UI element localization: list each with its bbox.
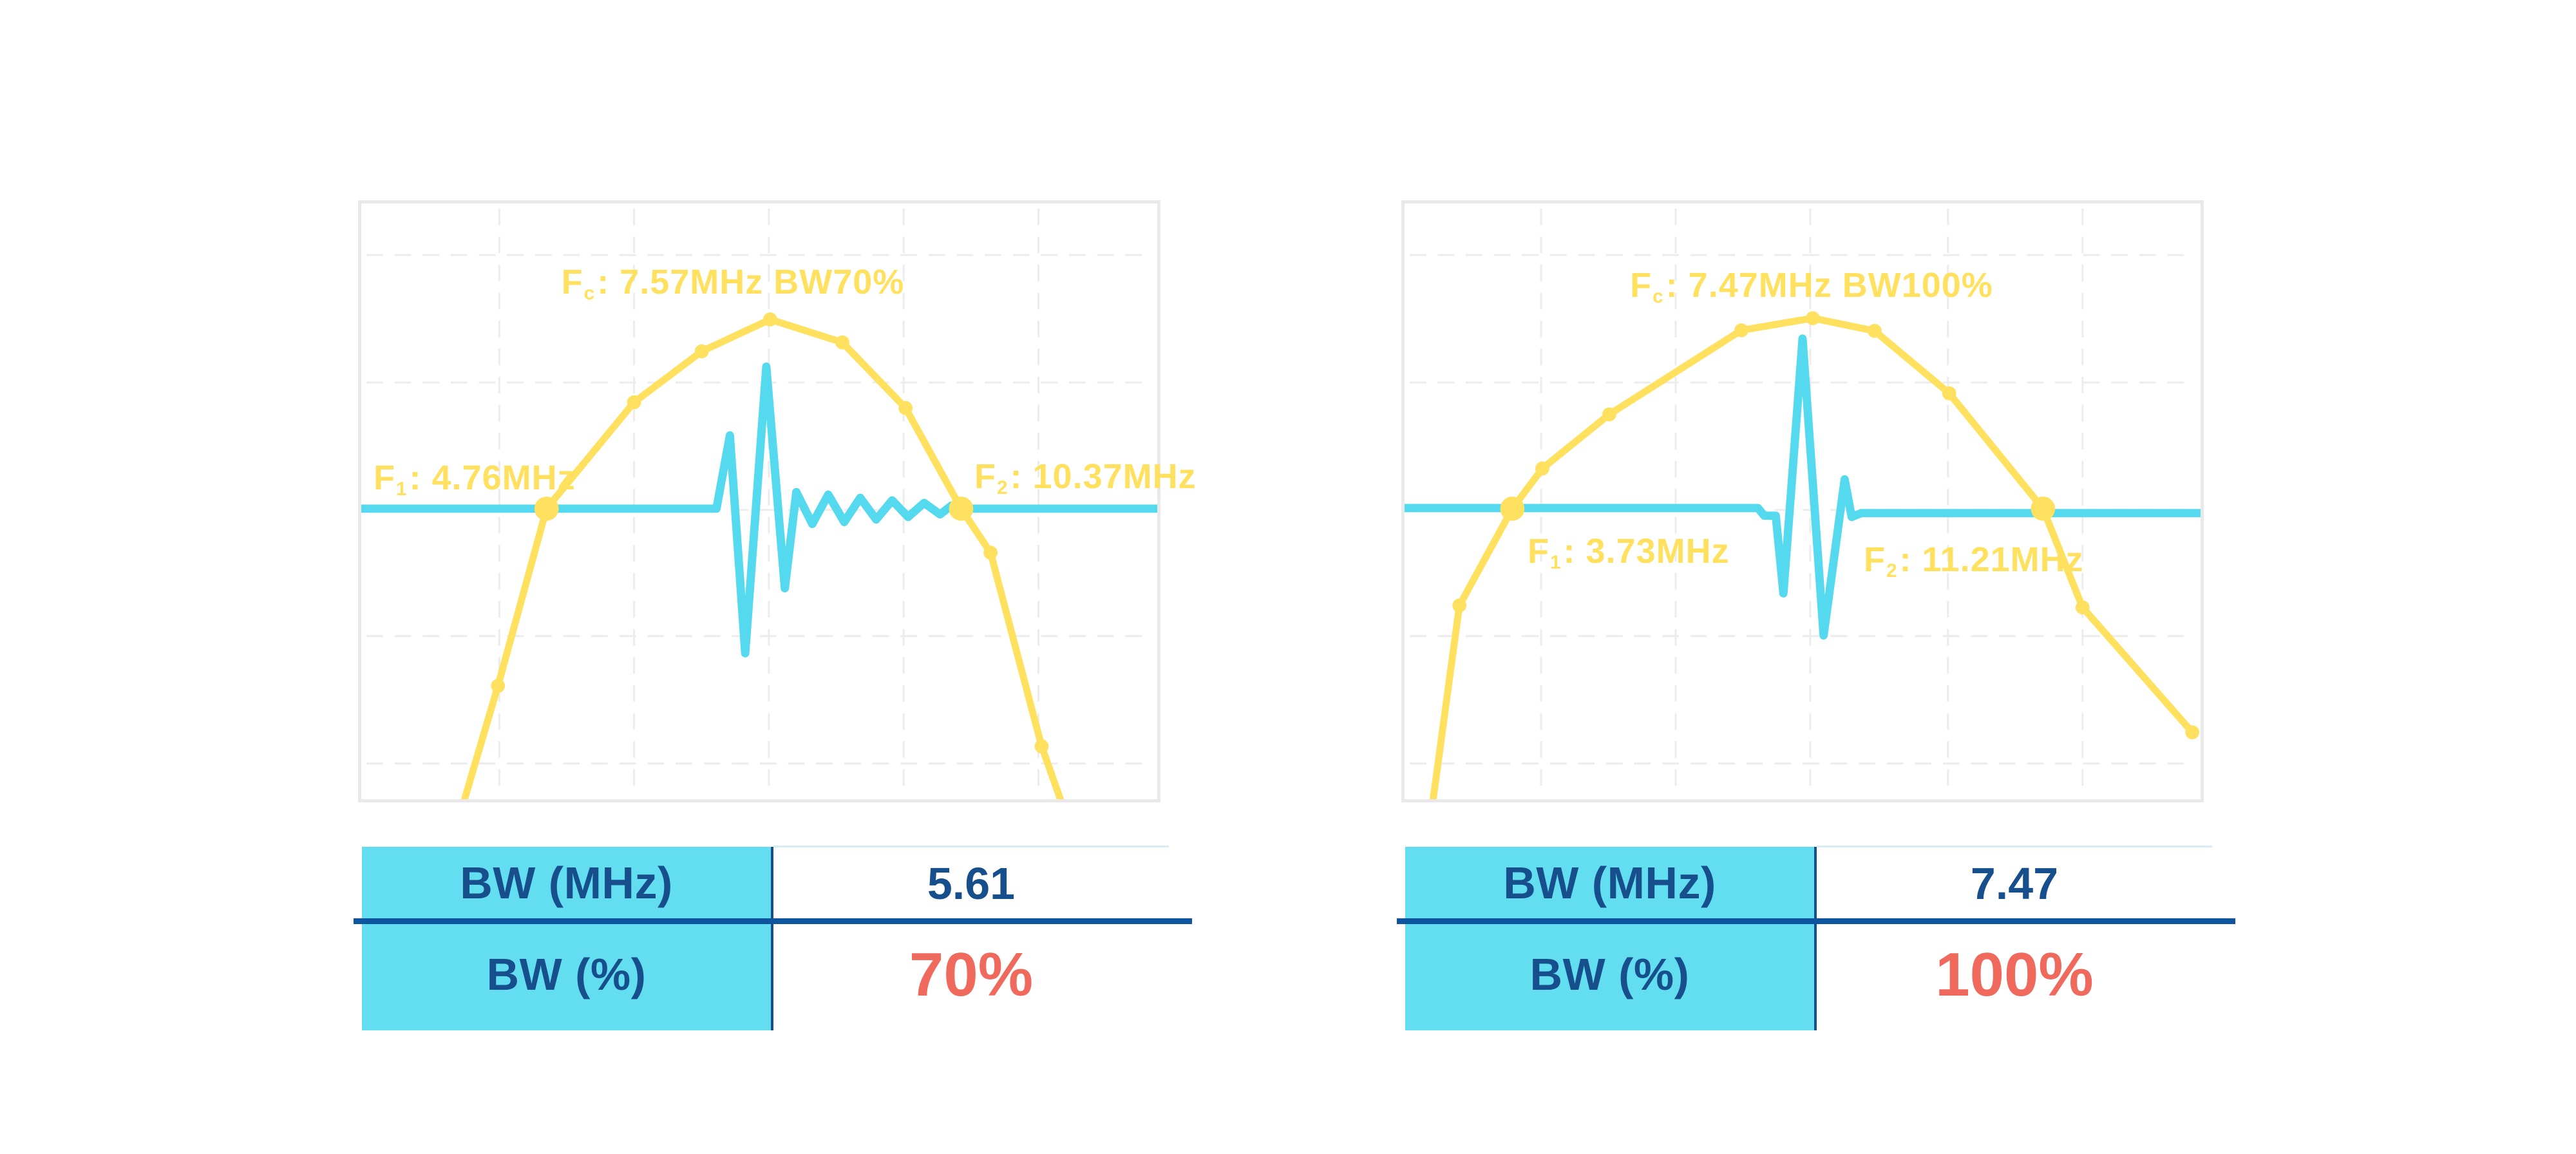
f2-frequency-label: F2: 10.37MHz	[974, 457, 1197, 498]
table-value-bw-pct: 70%	[909, 940, 1034, 1009]
f2-frequency-label: F2: 11.21MHz	[1864, 540, 2084, 582]
table-value-column: 7.47 100%	[1817, 846, 2212, 1030]
table-value-bw-mhz: 7.47	[1970, 858, 2059, 909]
table-label-bw-mhz: BW (MHz)	[460, 857, 673, 908]
bandwidth-chart-70pct: Fc: 7.57MHz BW70% F1: 4.76MHz F2: 10.37M…	[358, 200, 1196, 802]
f1-frequency-label: F1: 4.76MHz	[374, 459, 576, 500]
f1-frequency-label: F1: 3.73MHz	[1528, 532, 1730, 573]
table-label-bw-mhz: BW (MHz)	[1503, 857, 1716, 908]
table-label-bw-pct: BW (%)	[486, 949, 647, 999]
table-column-divider	[771, 847, 773, 1030]
center-frequency-label: Fc: 7.47MHz BW100%	[1630, 266, 1993, 307]
table-label-bw-pct: BW (%)	[1530, 949, 1690, 999]
table-value-column: 5.61 70%	[773, 846, 1169, 1030]
bandwidth-chart-100pct: Fc: 7.47MHz BW100% F1: 3.73MHz F2: 11.21…	[1401, 200, 2204, 802]
spectrum-pulse-plot	[361, 208, 1157, 799]
table-value-bw-pct: 100%	[1935, 940, 2094, 1009]
center-frequency-label: Fc: 7.57MHz BW70%	[561, 263, 905, 304]
bandwidth-table-70pct: BW (MHz) BW (%) 5.61 70%	[354, 846, 1210, 1039]
table-column-divider	[1814, 847, 1817, 1030]
spectrum-pulse-plot	[1405, 208, 2201, 799]
table-label-column: BW (MHz) BW (%)	[362, 847, 771, 1030]
bandwidth-table-100pct: BW (MHz) BW (%) 7.47 100%	[1397, 846, 2253, 1039]
table-label-column: BW (MHz) BW (%)	[1405, 847, 1814, 1030]
table-row-divider	[354, 918, 1192, 924]
table-value-bw-mhz: 5.61	[927, 858, 1016, 909]
table-row-divider	[1397, 918, 2235, 924]
